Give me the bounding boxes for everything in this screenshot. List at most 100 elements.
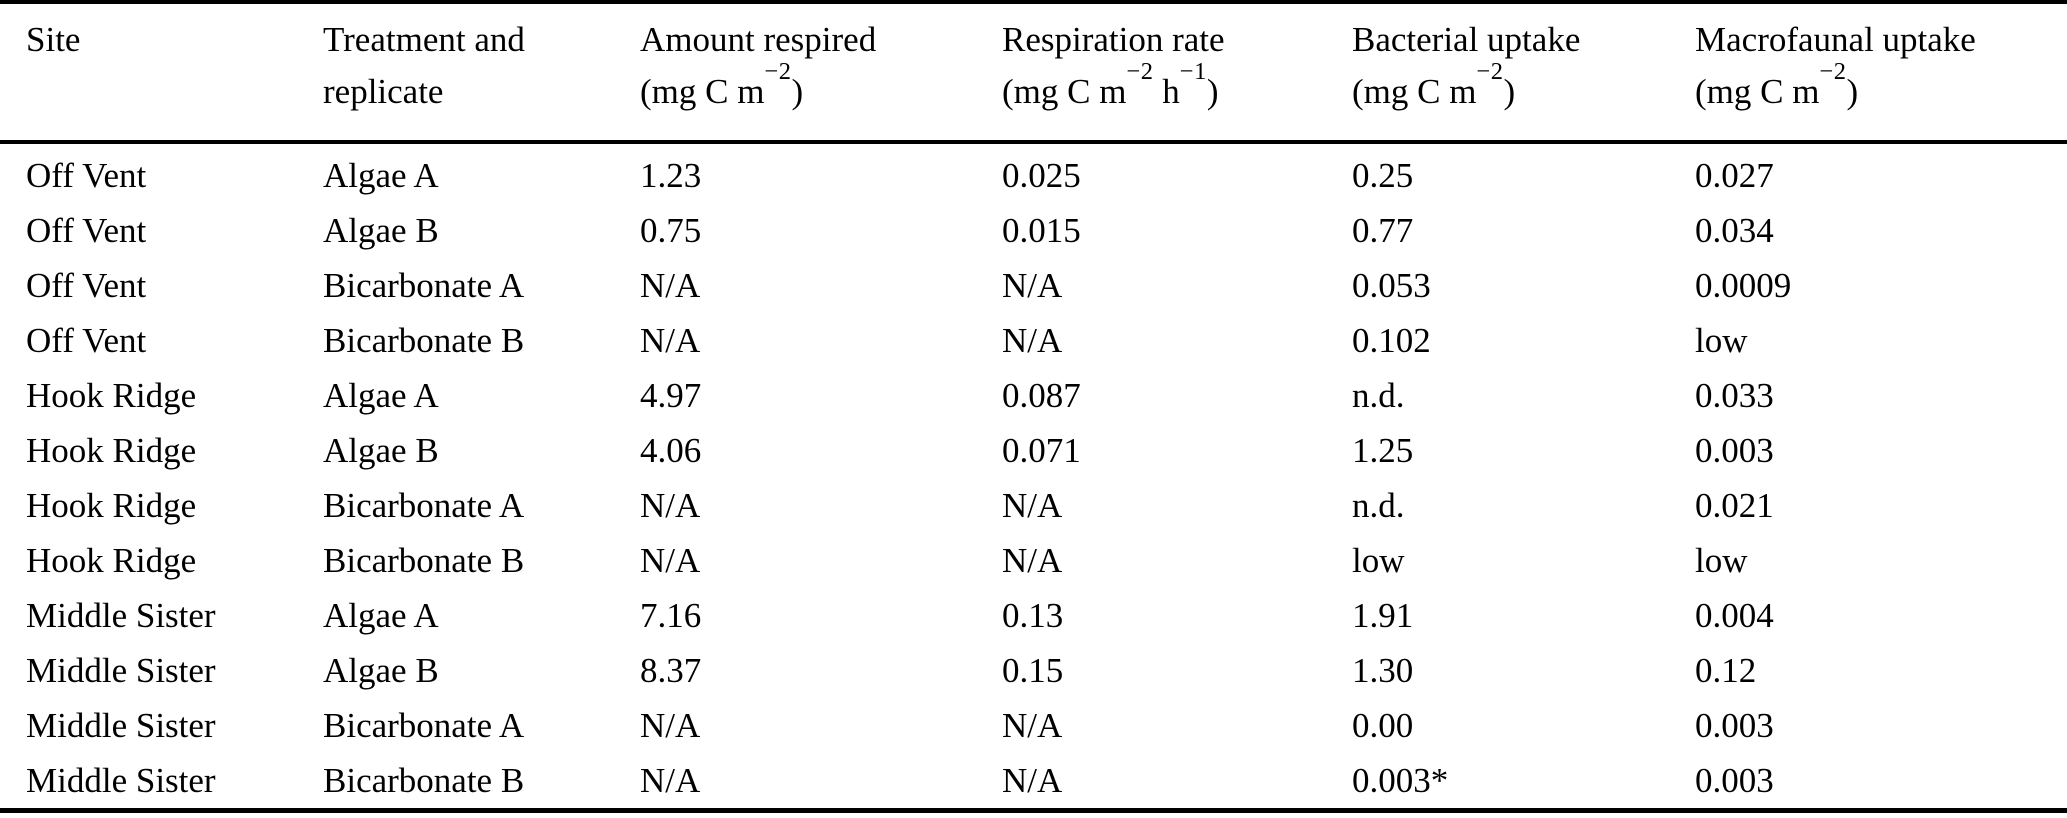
cell-macrofaunal-uptake: 0.12 (1695, 651, 1757, 690)
cell-amount-respired: 0.75 (640, 211, 702, 250)
col-header-macrofaunal-uptake: Macrofaunal uptake (mg C m−2) (1695, 2, 2067, 144)
cell-treatment: Algae A (323, 596, 439, 635)
cell-macrofaunal-uptake: 0.021 (1695, 486, 1774, 525)
cell-respiration-rate: 0.071 (1002, 431, 1081, 470)
col-header-treatment: Treatment and replicate (323, 2, 640, 144)
cell-amount-respired: N/A (640, 266, 701, 305)
table-row: Middle Sister Algae A 7.16 0.13 1.91 0.0… (0, 588, 2067, 643)
cell-treatment: Algae B (323, 431, 439, 470)
column-label: Bacterial uptake (1352, 20, 1581, 59)
cell-amount-respired: 7.16 (640, 596, 702, 635)
cell-treatment: Bicarbonate B (323, 321, 525, 360)
cell-site: Off Vent (26, 266, 147, 305)
cell-macrofaunal-uptake: 0.0009 (1695, 266, 1792, 305)
cell-site: Off Vent (26, 156, 147, 195)
col-header-site: Site (0, 2, 323, 144)
cell-macrofaunal-uptake: low (1695, 541, 1748, 580)
cell-bacterial-uptake: 1.30 (1352, 651, 1414, 690)
column-unit: (mg C m−2) (640, 57, 804, 111)
cell-macrofaunal-uptake: 0.003 (1695, 761, 1774, 800)
cell-amount-respired: N/A (640, 761, 701, 800)
cell-treatment: Algae B (323, 211, 439, 250)
cell-site: Hook Ridge (26, 541, 197, 580)
table-row: Middle Sister Bicarbonate A N/A N/A 0.00… (0, 698, 2067, 753)
cell-treatment: Bicarbonate B (323, 541, 525, 580)
cell-macrofaunal-uptake: 0.034 (1695, 211, 1774, 250)
cell-site: Middle Sister (26, 651, 216, 690)
table-row: Off Vent Bicarbonate A N/A N/A 0.053 0.0… (0, 258, 2067, 313)
cell-treatment: Algae B (323, 651, 439, 690)
cell-site: Off Vent (26, 211, 147, 250)
table-row: Off Vent Algae A 1.23 0.025 0.25 0.027 (0, 142, 2067, 203)
cell-respiration-rate: 0.025 (1002, 156, 1081, 195)
cell-macrofaunal-uptake: low (1695, 321, 1748, 360)
col-header-amount-respired: Amount respired (mg C m−2) (640, 2, 1002, 144)
cell-treatment: Bicarbonate A (323, 486, 525, 525)
column-label: Treatment and (323, 20, 525, 59)
cell-bacterial-uptake: 0.00 (1352, 706, 1414, 745)
cell-treatment: Algae A (323, 376, 439, 415)
cell-respiration-rate: 0.15 (1002, 651, 1064, 690)
cell-treatment: Algae A (323, 156, 439, 195)
cell-bacterial-uptake: 0.003* (1352, 761, 1449, 800)
cell-site: Hook Ridge (26, 486, 197, 525)
unit-superscript: −2 (1126, 57, 1154, 85)
cell-bacterial-uptake: 0.053 (1352, 266, 1431, 305)
cell-respiration-rate: N/A (1002, 486, 1063, 525)
cell-respiration-rate: N/A (1002, 706, 1063, 745)
cell-site: Off Vent (26, 321, 147, 360)
cell-respiration-rate: 0.087 (1002, 376, 1081, 415)
cell-amount-respired: N/A (640, 706, 701, 745)
table-row: Off Vent Algae B 0.75 0.015 0.77 0.034 (0, 203, 2067, 258)
unit-superscript: −2 (1476, 57, 1504, 85)
cell-macrofaunal-uptake: 0.003 (1695, 706, 1774, 745)
table-row: Off Vent Bicarbonate B N/A N/A 0.102 low (0, 313, 2067, 368)
cell-site: Middle Sister (26, 706, 216, 745)
table-row: Hook Ridge Algae B 4.06 0.071 1.25 0.003 (0, 423, 2067, 478)
cell-amount-respired: N/A (640, 486, 701, 525)
table-row: Middle Sister Algae B 8.37 0.15 1.30 0.1… (0, 643, 2067, 698)
column-label: Respiration rate (1002, 20, 1225, 59)
cell-macrofaunal-uptake: 0.033 (1695, 376, 1774, 415)
header-row: Site Treatment and replicate Amount resp… (0, 2, 2067, 144)
cell-amount-respired: 8.37 (640, 651, 702, 690)
cell-respiration-rate: N/A (1002, 321, 1063, 360)
cell-bacterial-uptake: 0.77 (1352, 211, 1414, 250)
cell-treatment: Bicarbonate B (323, 761, 525, 800)
cell-amount-respired: 1.23 (640, 156, 702, 195)
cell-amount-respired: N/A (640, 541, 701, 580)
table-row: Middle Sister Bicarbonate B N/A N/A 0.00… (0, 753, 2067, 811)
table-header: Site Treatment and replicate Amount resp… (0, 2, 2067, 144)
cell-amount-respired: 4.97 (640, 376, 702, 415)
cell-respiration-rate: 0.13 (1002, 596, 1064, 635)
cell-treatment: Bicarbonate A (323, 266, 525, 305)
column-unit: (mg C m−2) (1695, 57, 1859, 111)
cell-macrofaunal-uptake: 0.004 (1695, 596, 1774, 635)
table-row: Hook Ridge Bicarbonate A N/A N/A n.d. 0.… (0, 478, 2067, 533)
unit-superscript: −2 (764, 57, 792, 85)
cell-respiration-rate: N/A (1002, 266, 1063, 305)
cell-bacterial-uptake: 0.25 (1352, 156, 1414, 195)
cell-macrofaunal-uptake: 0.003 (1695, 431, 1774, 470)
cell-bacterial-uptake: 1.25 (1352, 431, 1414, 470)
cell-macrofaunal-uptake: 0.027 (1695, 156, 1774, 195)
cell-amount-respired: N/A (640, 321, 701, 360)
col-header-respiration-rate: Respiration rate (mg C m−2 h−1) (1002, 2, 1352, 144)
cell-bacterial-uptake: 1.91 (1352, 596, 1414, 635)
column-unit: (mg C m−2 h−1) (1002, 57, 1219, 111)
cell-bacterial-uptake: low (1352, 541, 1405, 580)
unit-superscript: −1 (1179, 57, 1207, 85)
cell-bacterial-uptake: n.d. (1352, 486, 1405, 525)
column-unit: (mg C m−2) (1352, 57, 1516, 111)
cell-site: Middle Sister (26, 596, 216, 635)
col-header-bacterial-uptake: Bacterial uptake (mg C m−2) (1352, 2, 1695, 144)
cell-treatment: Bicarbonate A (323, 706, 525, 745)
cell-amount-respired: 4.06 (640, 431, 702, 470)
cell-respiration-rate: N/A (1002, 541, 1063, 580)
column-label: Site (26, 20, 81, 59)
table-row: Hook Ridge Algae A 4.97 0.087 n.d. 0.033 (0, 368, 2067, 423)
cell-site: Hook Ridge (26, 376, 197, 415)
cell-respiration-rate: 0.015 (1002, 211, 1081, 250)
cell-site: Hook Ridge (26, 431, 197, 470)
